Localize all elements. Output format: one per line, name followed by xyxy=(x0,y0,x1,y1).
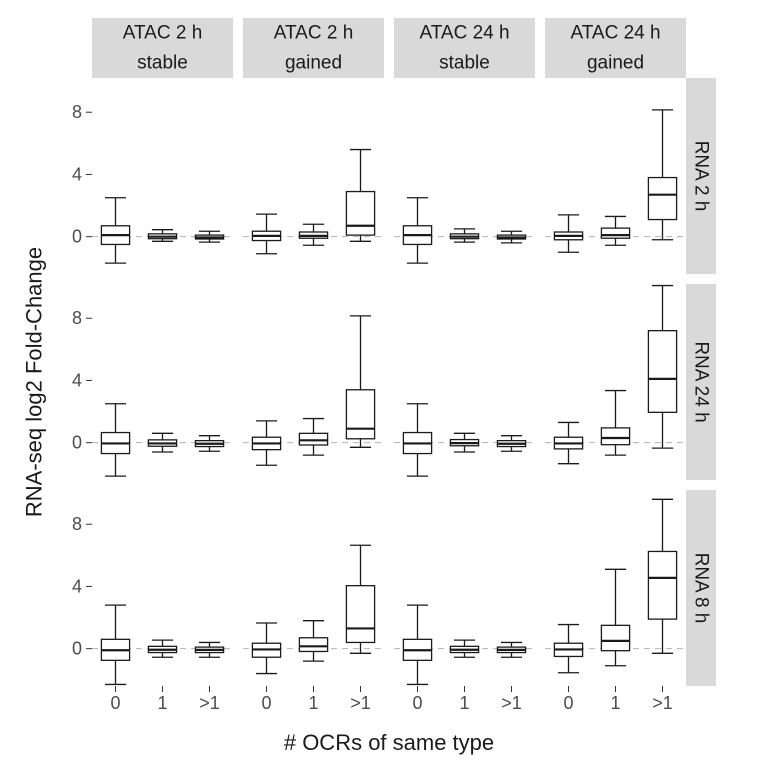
x-tick-label: 0 xyxy=(412,693,422,713)
boxplot xyxy=(450,433,478,452)
x-tick-label: >1 xyxy=(501,693,522,713)
x-tick-label: 1 xyxy=(308,693,318,713)
panel xyxy=(545,286,686,464)
boxplot xyxy=(601,569,629,665)
panel xyxy=(394,198,535,263)
boxplot xyxy=(346,316,374,447)
boxplot xyxy=(252,421,280,465)
boxplot xyxy=(450,229,478,242)
row-strip-label: RNA 24 h xyxy=(691,341,712,422)
y-tick-label: 0 xyxy=(72,639,82,659)
boxplot xyxy=(601,216,629,245)
y-tick-label: 4 xyxy=(72,576,82,596)
boxplot xyxy=(403,404,431,476)
col-strip-label: gained xyxy=(587,53,644,74)
boxplot xyxy=(101,404,129,476)
x-tick-label: 0 xyxy=(261,693,271,713)
col-strip-label: ATAC 24 h xyxy=(570,23,660,44)
y-axis-title: RNA-seq log2 Fold-Change xyxy=(22,247,47,517)
panel xyxy=(394,404,535,476)
col-strip-label: ATAC 2 h xyxy=(274,23,354,44)
facet-boxplot-svg: ATAC 2 h stable ATAC 2 h gained ATAC 24 h sta… xyxy=(0,0,768,768)
boxplot xyxy=(195,231,223,242)
boxplot xyxy=(252,214,280,254)
boxplot xyxy=(497,231,525,243)
boxplot xyxy=(101,198,129,263)
col-strip-label: stable xyxy=(439,53,490,74)
panel xyxy=(243,545,384,673)
boxplot xyxy=(148,230,176,242)
boxplot xyxy=(148,433,176,452)
x-tick-label: 1 xyxy=(610,693,620,713)
boxplot xyxy=(299,621,327,661)
boxplot xyxy=(195,436,223,452)
boxplot xyxy=(554,215,582,252)
boxplot xyxy=(101,605,129,684)
x-tick-label: 1 xyxy=(459,693,469,713)
boxplot xyxy=(346,545,374,653)
x-tick-label: 0 xyxy=(110,693,120,713)
x-tick-label: >1 xyxy=(199,693,220,713)
y-tick-label: 8 xyxy=(72,514,82,534)
boxplot xyxy=(346,150,374,242)
y-tick-label: 4 xyxy=(72,164,82,184)
boxplot xyxy=(497,642,525,657)
boxplot xyxy=(450,640,478,657)
boxplot xyxy=(403,605,431,684)
col-strip-label: ATAC 2 h xyxy=(123,23,203,44)
boxplot xyxy=(252,623,280,674)
col-strip-label: stable xyxy=(137,53,188,74)
boxplot xyxy=(648,286,676,449)
boxplot xyxy=(648,110,676,240)
boxplot xyxy=(299,224,327,245)
panel xyxy=(92,404,233,476)
col-strip-label: gained xyxy=(285,53,342,74)
boxplot xyxy=(554,422,582,463)
boxplot xyxy=(403,198,431,263)
y-tick-label: 0 xyxy=(72,227,82,247)
x-tick-label: 0 xyxy=(563,693,573,713)
boxplot xyxy=(148,640,176,657)
boxplot xyxy=(601,391,629,456)
boxplot xyxy=(497,436,525,452)
y-tick-label: 4 xyxy=(72,370,82,390)
row-strip-label: RNA 2 h xyxy=(691,141,712,212)
panel xyxy=(243,316,384,465)
panel xyxy=(243,150,384,254)
boxplot xyxy=(299,419,327,456)
panel xyxy=(394,605,535,684)
panel xyxy=(545,110,686,252)
panel xyxy=(92,605,233,684)
x-tick-label: >1 xyxy=(350,693,371,713)
boxplot xyxy=(648,499,676,653)
boxplot xyxy=(554,625,582,673)
row-strip-label: RNA 8 h xyxy=(691,553,712,624)
panel xyxy=(545,499,686,672)
x-axis-title: # OCRs of same type xyxy=(284,730,494,755)
y-tick-label: 8 xyxy=(72,102,82,122)
panel xyxy=(92,198,233,263)
figure-container: ATAC 2 h stable ATAC 2 h gained ATAC 24 h sta… xyxy=(0,0,768,768)
y-tick-label: 8 xyxy=(72,308,82,328)
col-strip-label: ATAC 24 h xyxy=(419,23,509,44)
x-tick-label: 1 xyxy=(157,693,167,713)
boxplot xyxy=(195,642,223,657)
y-tick-label: 0 xyxy=(72,433,82,453)
x-tick-label: >1 xyxy=(652,693,673,713)
